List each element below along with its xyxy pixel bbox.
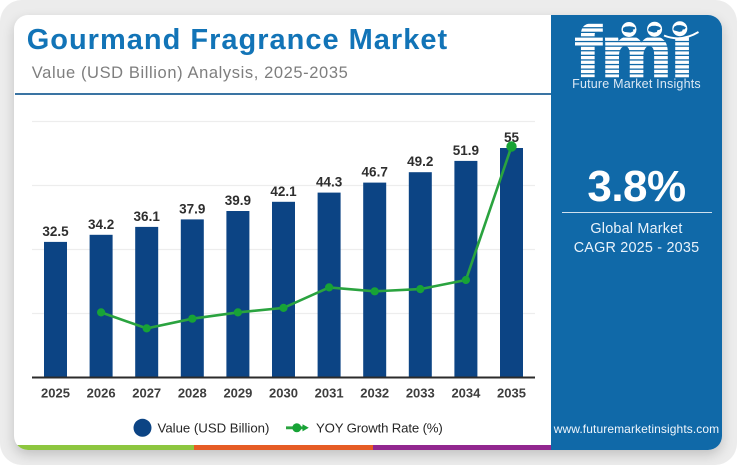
svg-text:2030: 2030 bbox=[269, 386, 298, 401]
svg-text:2033: 2033 bbox=[406, 386, 435, 401]
svg-text:2029: 2029 bbox=[223, 386, 252, 401]
svg-text:36.1: 36.1 bbox=[134, 209, 161, 224]
svg-text:2034: 2034 bbox=[451, 386, 481, 401]
svg-text:2035: 2035 bbox=[497, 386, 526, 401]
svg-text:2027: 2027 bbox=[132, 386, 161, 401]
svg-text:39.9: 39.9 bbox=[225, 193, 251, 208]
svg-text:2028: 2028 bbox=[178, 386, 207, 401]
svg-text:YOY Growth Rate (%): YOY Growth Rate (%) bbox=[316, 421, 443, 436]
svg-text:34.2: 34.2 bbox=[88, 217, 114, 232]
svg-text:49.2: 49.2 bbox=[407, 154, 433, 169]
svg-text:32.5: 32.5 bbox=[42, 224, 69, 239]
svg-text:Value (USD Billion): Value (USD Billion) bbox=[158, 421, 270, 436]
svg-text:2032: 2032 bbox=[360, 386, 389, 401]
svg-text:55: 55 bbox=[504, 130, 520, 145]
svg-text:51.9: 51.9 bbox=[453, 143, 479, 158]
svg-text:42.1: 42.1 bbox=[270, 184, 297, 199]
svg-text:37.9: 37.9 bbox=[179, 201, 205, 216]
svg-text:2026: 2026 bbox=[87, 386, 116, 401]
svg-text:2025: 2025 bbox=[41, 386, 70, 401]
svg-text:2031: 2031 bbox=[315, 386, 344, 401]
svg-text:44.3: 44.3 bbox=[316, 175, 343, 190]
svg-text:46.7: 46.7 bbox=[362, 165, 388, 180]
